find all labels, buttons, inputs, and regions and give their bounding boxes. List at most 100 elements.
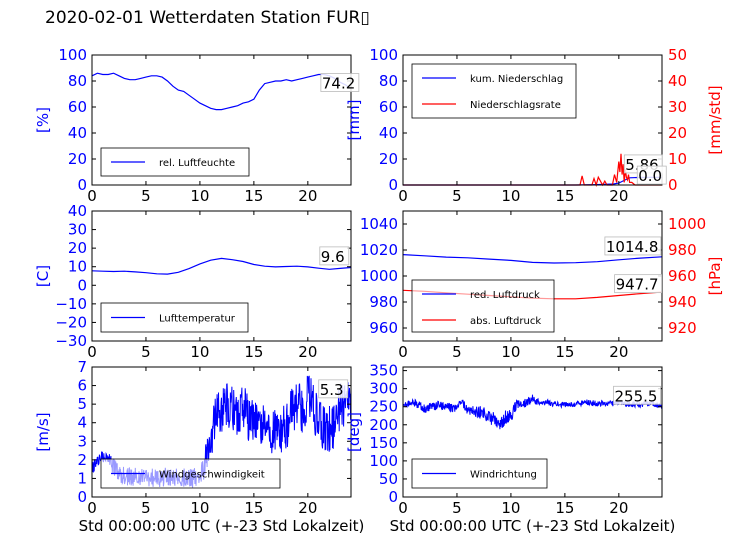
value-box-wind_speed [318,379,349,399]
y-tick-label-pressure: 1000 [360,267,398,285]
x-tick-label-pressure: 20 [609,343,628,361]
panel-frame-temperature [91,210,352,342]
y-tick-label-humidity: 40 [68,124,87,142]
x-tick-label-humidity: 5 [141,187,151,205]
value-label-humidity: 74.2 [322,75,355,93]
value-label-pressure: 1014.8 [606,238,659,256]
y2-tick-label-precip: 0 [668,176,678,194]
value-label-wind_direction: 255.5 [615,387,658,405]
y-tick-label-pressure: 980 [369,293,398,311]
x-tick-label-wind_direction: 15 [555,499,574,517]
y2-tick-label-precip: 50 [668,46,687,64]
y-tick-label-temperature: 40 [68,202,87,220]
legend-label-pressure: red. Luftdruck [470,290,540,301]
y-tick-label-temperature: −30 [55,332,87,350]
y-tick-label-temperature: 10 [68,258,87,276]
x-tick-label-wind_speed: 0 [87,499,97,517]
x-tick-label-pressure: 15 [555,343,574,361]
x-tick-label-wind_speed: 20 [298,499,317,517]
y-tick-label-precip: 20 [379,150,398,168]
y-tick-label-wind_direction: 250 [369,398,398,416]
y-tick-label-wind_speed: 3 [77,432,87,450]
y-axis-label-wind_speed: [m/s] [34,412,52,451]
y2-tick-label-precip: 40 [668,72,687,90]
x-tick-label-humidity: 0 [87,187,97,205]
y-axis-label-temperature: [C] [34,265,52,287]
x-tick-label-pressure: 10 [501,343,520,361]
y-tick-label-wind_speed: 1 [77,469,87,487]
x-tick-label-wind_direction: 10 [501,499,520,517]
x-tick-label-wind_direction: 0 [398,499,408,517]
y-tick-label-wind_speed: 2 [77,451,87,469]
y-tick-label-humidity: 60 [68,98,87,116]
series-line-humidity-0 [91,72,352,111]
x-tick-label-humidity: 10 [190,187,209,205]
y2-tick-label-pressure: 940 [668,293,697,311]
y-tick-label-wind_direction: 200 [369,416,398,434]
x-tick-label-humidity: 20 [298,187,317,205]
value-box-wind_direction [613,385,661,405]
legend-label-precip: kum. Niederschlag [470,74,563,85]
legend-label-precip: Niederschlagsrate [470,100,561,111]
x-tick-label-wind_speed: 15 [244,499,263,517]
page-title: 2020-02-01 Wetterdaten Station FUR▯ [45,8,370,28]
panel-frame-humidity [91,54,352,186]
x-tick-label-temperature: 5 [141,343,151,361]
y-tick-label-wind_speed: 6 [77,377,87,395]
value-box-humidity [320,73,360,92]
x-tick-label-precip: 5 [452,187,462,205]
legend-label-temperature: Lufttemperatur [159,314,236,325]
legend-box-precip [411,63,577,119]
legend-label-humidity: rel. Luftfeuchte [159,158,235,169]
legend-box-wind_speed [100,458,281,489]
y-tick-label-humidity: 100 [58,46,87,64]
y-tick-label-wind_direction: 350 [369,362,398,380]
y-tick-label-wind_direction: 0 [388,488,398,506]
y-tick-label-wind_speed: 4 [77,414,87,432]
legend-label-wind_direction: Windrichtung [470,470,537,481]
y-tick-label-wind_direction: 100 [369,452,398,470]
value-label-wind_speed: 5.3 [320,381,344,399]
y-tick-label-pressure: 960 [369,319,398,337]
x-tick-label-humidity: 15 [244,187,263,205]
x-tick-label-pressure: 5 [452,343,462,361]
y-axis-label-wind_direction: [deg] [345,412,363,452]
y-tick-label-wind_speed: 0 [77,488,87,506]
y2-axis-label-precip: [mm/std] [706,85,724,154]
y2-tick-label-precip: 10 [668,150,687,168]
y-tick-label-humidity: 0 [77,176,87,194]
y-axis-label-precip: [mm] [345,100,363,141]
y-tick-label-temperature: −20 [55,313,87,331]
series-line-temperature-0 [91,257,352,275]
x-tick-label-precip: 10 [501,187,520,205]
y-tick-label-precip: 100 [369,46,398,64]
y2-tick-label-pressure: 960 [668,267,697,285]
legend-box-wind_direction [411,458,548,489]
y-tick-label-pressure: 1040 [360,215,398,233]
y2-tick-label-pressure: 920 [668,319,697,337]
y-tick-label-wind_direction: 150 [369,434,398,452]
x-tick-label-precip: 15 [555,187,574,205]
y-tick-label-temperature: −10 [55,295,87,313]
y2-tick-label-pressure: 1000 [668,215,706,233]
x-tick-label-precip: 0 [398,187,408,205]
x-tick-label-precip: 20 [609,187,628,205]
x-tick-label-temperature: 15 [244,343,263,361]
y-tick-label-temperature: 0 [77,276,87,294]
value-box-temperature [319,246,350,266]
y-tick-label-wind_speed: 7 [77,358,87,376]
panel-frame-precip [402,54,663,186]
x-tick-label-temperature: 10 [190,343,209,361]
y-tick-label-temperature: 30 [68,221,87,239]
y-tick-label-humidity: 20 [68,150,87,168]
y-tick-label-precip: 60 [379,98,398,116]
x-tick-label-temperature: 20 [298,343,317,361]
y-axis-label-humidity: [%] [34,107,52,133]
series-line-precip-0 [403,176,662,186]
y2-tick-label-precip: 30 [668,98,687,116]
x-axis-label-wind_speed: Std 00:00:00 UTC (+-23 Std Lokalzeit) [79,517,365,535]
legend-box-pressure [411,279,555,333]
y-tick-label-precip: 80 [379,72,398,90]
x-tick-label-pressure: 0 [398,343,408,361]
series-line-pressure-0 [402,254,663,264]
